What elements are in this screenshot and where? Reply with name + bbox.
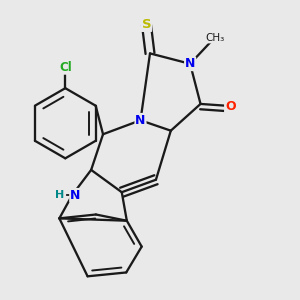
Text: S: S (142, 18, 151, 31)
Text: N: N (185, 57, 195, 70)
Text: CH₃: CH₃ (206, 33, 225, 43)
Text: H: H (55, 190, 64, 200)
Text: Cl: Cl (59, 61, 72, 74)
Text: N: N (135, 114, 146, 127)
Text: O: O (225, 100, 236, 112)
Text: N: N (70, 189, 80, 202)
